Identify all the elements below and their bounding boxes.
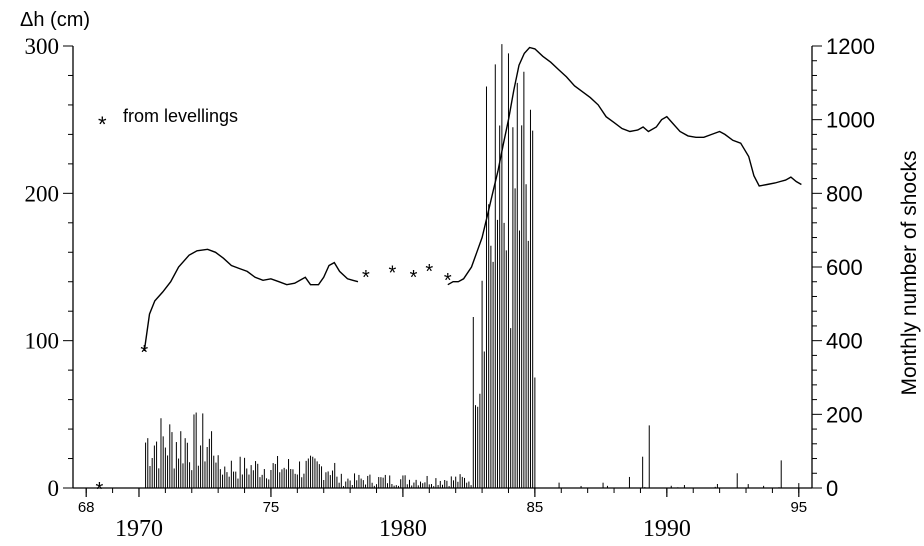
uplift-line-early <box>143 248 359 352</box>
levelling-marker: * <box>444 270 452 292</box>
x-tick-label: 1990 <box>643 516 691 542</box>
uplift-line <box>143 46 802 352</box>
levelling-marker: * <box>140 342 148 364</box>
x-tick-label: 68 <box>78 499 95 516</box>
levelling-marker: * <box>425 261 433 283</box>
x-tick-label: 85 <box>527 499 544 516</box>
axes: 68 1970 75 1980 85 1990 95 0 100 200 300 0 200 400 600… <box>25 34 875 542</box>
shock-bars <box>145 44 800 488</box>
left-tick-label: 200 <box>25 181 60 206</box>
right-tick-label: 1000 <box>826 108 875 133</box>
legend-marker: * <box>98 112 107 137</box>
levelling-marker: * <box>95 479 103 501</box>
x-tick-label: 1980 <box>379 516 427 542</box>
levelling-marker: * <box>410 267 418 289</box>
right-tick-label: 200 <box>826 402 863 427</box>
x-tick-label: 95 <box>790 499 807 516</box>
uplift-line-recent <box>447 46 802 286</box>
right-tick-label: 400 <box>826 329 863 354</box>
left-axis-label: Δh (cm) <box>20 9 90 31</box>
left-tick-label: 100 <box>25 329 60 354</box>
levelling-markers: * * * * * * * <box>95 261 451 501</box>
right-tick-label: 0 <box>826 476 838 501</box>
levelling-marker: * <box>388 262 396 284</box>
right-axis-label: Monthly number of shocks <box>898 150 921 395</box>
levelling-marker: * <box>362 267 370 289</box>
right-tick-label: 600 <box>826 255 863 280</box>
left-tick-label: 300 <box>25 34 60 59</box>
axis-labels: Δh (cm) Monthly number of shocks * from … <box>20 9 921 396</box>
right-tick-label: 800 <box>826 181 863 206</box>
x-tick-label: 1970 <box>115 516 163 542</box>
x-tick-label: 75 <box>263 499 280 516</box>
right-tick-label: 1200 <box>826 34 875 59</box>
left-tick-label: 0 <box>48 476 60 501</box>
legend-label: from levellings <box>123 106 238 126</box>
